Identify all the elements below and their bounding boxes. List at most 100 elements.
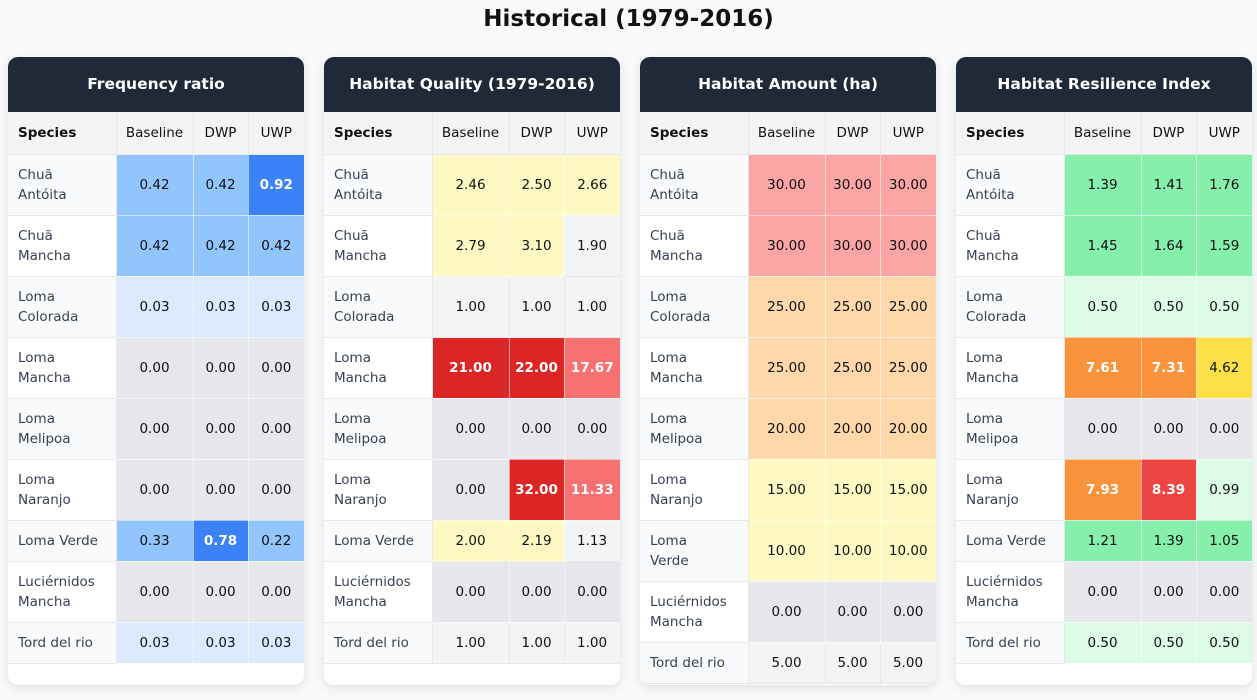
column-header-species: Species xyxy=(8,112,117,155)
table-row: Tord del rio 0.03 0.03 0.03 xyxy=(8,622,304,664)
column-header-dwp: DWP xyxy=(193,112,249,155)
baseline-value: 10.00 xyxy=(748,520,826,582)
species-name: Chuã Mancha xyxy=(8,215,117,277)
uwp-value: 30.00 xyxy=(880,215,936,277)
table-row: Loma Colorada 1.00 1.00 1.00 xyxy=(324,276,620,338)
table-row: Luciérnidos Mancha 0.00 0.00 0.00 xyxy=(640,581,936,643)
table-row: Loma Mancha 0.00 0.00 0.00 xyxy=(8,337,304,399)
data-table: Species Baseline DWP UWP Chuã Antóita 0.42 0.4… xyxy=(8,112,304,664)
dwp-value: 0.00 xyxy=(509,561,565,623)
table-row: Chuã Antóita 0.42 0.42 0.92 xyxy=(8,154,304,216)
baseline-value: 0.00 xyxy=(116,337,194,399)
table-row: Luciérnidos Mancha 0.00 0.00 0.00 xyxy=(956,561,1252,623)
baseline-value: 7.61 xyxy=(1064,337,1142,399)
table-card-habitat-resilience-index: Habitat Resilience Index Species Baseline D… xyxy=(956,57,1252,685)
uwp-value: 20.00 xyxy=(880,398,936,460)
uwp-value: 0.99 xyxy=(1196,459,1252,521)
uwp-value: 0.03 xyxy=(248,276,304,338)
dwp-value: 8.39 xyxy=(1141,459,1197,521)
card-title: Frequency ratio xyxy=(8,57,304,112)
table-row: Loma Colorada 25.00 25.00 25.00 xyxy=(640,276,936,338)
card-title: Habitat Resilience Index xyxy=(956,57,1252,112)
dwp-value: 25.00 xyxy=(825,276,881,338)
dwp-value: 0.00 xyxy=(1141,398,1197,460)
uwp-value: 1.90 xyxy=(564,215,620,277)
uwp-value: 0.50 xyxy=(1196,622,1252,664)
dwp-value: 2.19 xyxy=(509,520,565,562)
table-row: Loma Mancha 7.61 7.31 4.62 xyxy=(956,337,1252,399)
column-header-uwp: UWP xyxy=(248,112,304,155)
species-name: Tord del rio xyxy=(8,622,117,664)
column-header-baseline: Baseline xyxy=(748,112,826,155)
dwp-value: 0.00 xyxy=(193,398,249,460)
dwp-value: 30.00 xyxy=(825,154,881,216)
uwp-value: 1.13 xyxy=(564,520,620,562)
species-name: Loma Mancha xyxy=(324,337,433,399)
dwp-value: 1.39 xyxy=(1141,520,1197,562)
baseline-value: 0.00 xyxy=(432,398,510,460)
table-row: Loma Colorada 0.03 0.03 0.03 xyxy=(8,276,304,338)
dwp-value: 10.00 xyxy=(825,520,881,582)
dwp-value: 0.78 xyxy=(193,520,249,562)
uwp-value: 0.00 xyxy=(880,581,936,643)
uwp-value: 17.67 xyxy=(564,337,620,399)
uwp-value: 25.00 xyxy=(880,337,936,399)
table-row: Loma Naranjo 0.00 32.00 11.33 xyxy=(324,459,620,521)
uwp-value: 0.00 xyxy=(1196,561,1252,623)
table-card-frequency-ratio: Frequency ratio Species Baseline DWP UWP Chuã… xyxy=(8,57,304,685)
species-name: Loma Melipoa xyxy=(324,398,433,460)
baseline-value: 5.00 xyxy=(748,642,826,684)
table-row: Loma Mancha 25.00 25.00 25.00 xyxy=(640,337,936,399)
table-row: Chuã Mancha 30.00 30.00 30.00 xyxy=(640,215,936,277)
uwp-value: 11.33 xyxy=(564,459,620,521)
uwp-value: 15.00 xyxy=(880,459,936,521)
species-name: Chuã Antóita xyxy=(640,154,749,216)
dwp-value: 0.50 xyxy=(1141,622,1197,664)
baseline-value: 2.46 xyxy=(432,154,510,216)
table-row: Loma Verde 10.00 10.00 10.00 xyxy=(640,520,936,582)
species-name: Chuã Mancha xyxy=(956,215,1065,277)
table-row: Loma Melipoa 0.00 0.00 0.00 xyxy=(956,398,1252,460)
species-name: Loma Colorada xyxy=(324,276,433,338)
baseline-value: 0.33 xyxy=(116,520,194,562)
uwp-value: 0.42 xyxy=(248,215,304,277)
baseline-value: 0.42 xyxy=(116,154,194,216)
column-header-baseline: Baseline xyxy=(432,112,510,155)
uwp-value: 0.00 xyxy=(1196,398,1252,460)
species-name: Loma Colorada xyxy=(640,276,749,338)
species-name: Loma Mancha xyxy=(640,337,749,399)
table-row: Loma Verde 2.00 2.19 1.13 xyxy=(324,520,620,562)
uwp-value: 25.00 xyxy=(880,276,936,338)
table-card-habitat-quality: Habitat Quality (1979-2016) Species Baseli… xyxy=(324,57,620,685)
card-title: Habitat Quality (1979-2016) xyxy=(324,57,620,112)
dwp-value: 15.00 xyxy=(825,459,881,521)
species-name: Luciérnidos Mancha xyxy=(640,581,749,643)
baseline-value: 1.21 xyxy=(1064,520,1142,562)
column-header-species: Species xyxy=(956,112,1065,155)
table-row: Loma Verde 0.33 0.78 0.22 xyxy=(8,520,304,562)
baseline-value: 0.00 xyxy=(116,398,194,460)
dwp-value: 1.64 xyxy=(1141,215,1197,277)
uwp-value: 1.00 xyxy=(564,622,620,664)
table-row: Chuã Mancha 1.45 1.64 1.59 xyxy=(956,215,1252,277)
baseline-value: 1.45 xyxy=(1064,215,1142,277)
table-row: Tord del rio 1.00 1.00 1.00 xyxy=(324,622,620,664)
column-header-dwp: DWP xyxy=(1141,112,1197,155)
baseline-value: 0.50 xyxy=(1064,276,1142,338)
species-name: Loma Verde xyxy=(956,520,1065,562)
baseline-value: 0.00 xyxy=(432,561,510,623)
table-row: Loma Naranjo 15.00 15.00 15.00 xyxy=(640,459,936,521)
uwp-value: 0.00 xyxy=(248,398,304,460)
species-name: Loma Melipoa xyxy=(956,398,1065,460)
tables-container: Frequency ratio Species Baseline DWP UWP Chuã… xyxy=(8,57,1252,685)
uwp-value: 5.00 xyxy=(880,642,936,684)
table-row: Loma Melipoa 0.00 0.00 0.00 xyxy=(324,398,620,460)
data-table: Species Baseline DWP UWP Chuã Antóita 2.46 2.5… xyxy=(324,112,620,664)
dwp-value: 0.00 xyxy=(193,561,249,623)
uwp-value: 10.00 xyxy=(880,520,936,582)
species-name: Loma Melipoa xyxy=(8,398,117,460)
dwp-value: 1.41 xyxy=(1141,154,1197,216)
dwp-value: 0.50 xyxy=(1141,276,1197,338)
species-name: Luciérnidos Mancha xyxy=(324,561,433,623)
species-name: Loma Naranjo xyxy=(8,459,117,521)
